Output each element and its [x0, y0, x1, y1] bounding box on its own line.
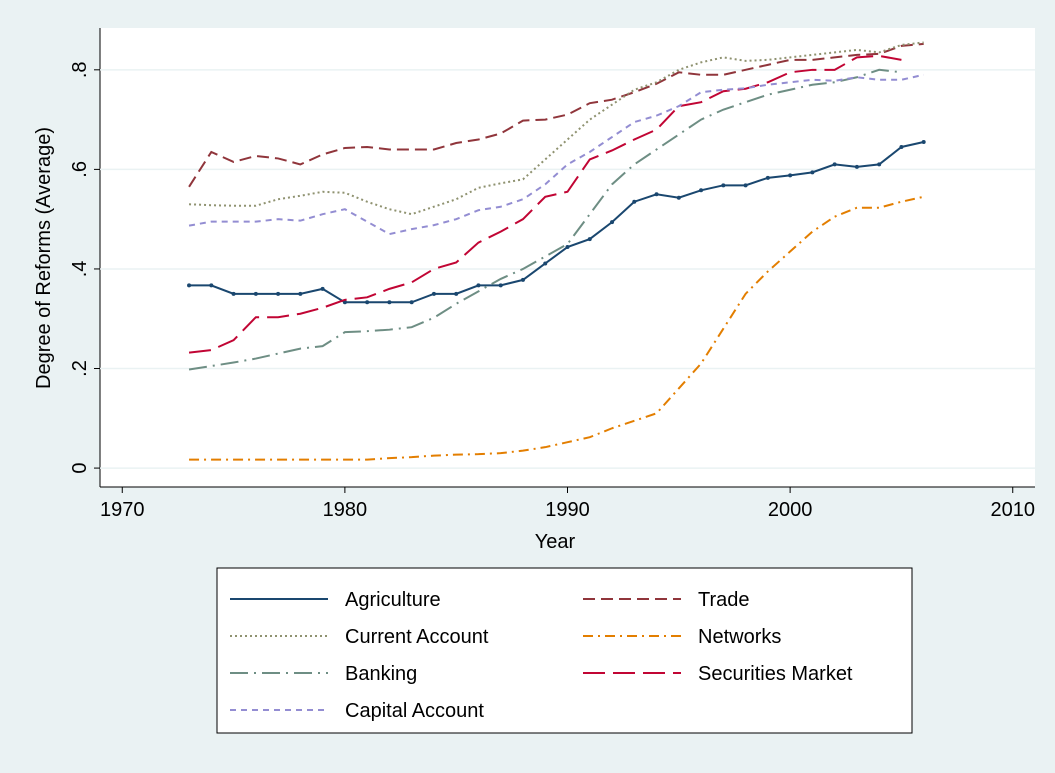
- marker: [765, 175, 770, 180]
- y-tick-label: .8: [69, 61, 91, 78]
- marker: [187, 283, 192, 288]
- legend-label: Networks: [698, 626, 781, 648]
- marker: [788, 173, 793, 178]
- series-line: [188, 73, 924, 236]
- marker: [877, 162, 882, 167]
- series-line: [189, 41, 924, 216]
- marker: [565, 245, 570, 250]
- marker: [743, 183, 748, 188]
- marker: [498, 283, 503, 288]
- marker: [253, 291, 258, 296]
- marker: [476, 283, 481, 288]
- y-tick-label: .6: [69, 161, 91, 178]
- marker: [342, 300, 347, 305]
- series-line: [188, 42, 924, 188]
- x-tick-label: 1990: [545, 499, 590, 521]
- y-axis-label: Degree of Reforms (Average): [33, 127, 55, 389]
- marker: [854, 164, 859, 169]
- x-tick-label: 2000: [768, 499, 813, 521]
- marker: [520, 277, 525, 282]
- legend-label: Agriculture: [345, 589, 441, 611]
- marker: [610, 220, 615, 225]
- marker: [231, 291, 236, 296]
- legend-label: Trade: [698, 589, 750, 611]
- y-tick-label: .4: [69, 261, 91, 278]
- marker: [632, 199, 637, 204]
- marker: [365, 300, 370, 305]
- marker: [387, 300, 392, 305]
- legend-label: Banking: [345, 663, 417, 685]
- y-tick-label: 0: [69, 463, 91, 474]
- legend: [216, 567, 913, 734]
- marker: [409, 300, 414, 305]
- legend-label: Securities Market: [698, 663, 853, 685]
- marker: [587, 237, 592, 242]
- marker: [899, 144, 904, 149]
- marker: [320, 286, 325, 291]
- marker: [209, 283, 214, 288]
- legend-label: Current Account: [345, 626, 489, 648]
- marker: [543, 261, 548, 266]
- marker: [921, 140, 926, 145]
- marker: [654, 192, 659, 197]
- series-line: [189, 141, 924, 304]
- x-tick-label: 2010: [990, 499, 1035, 521]
- series-line: [188, 68, 902, 371]
- marker: [454, 291, 459, 296]
- x-tick-label: 1980: [323, 499, 368, 521]
- series-line: [189, 195, 924, 461]
- legend-label: Capital Account: [345, 700, 484, 722]
- marker: [676, 195, 681, 200]
- series-line: [188, 54, 902, 354]
- x-tick-label: 1970: [100, 499, 145, 521]
- marker: [810, 170, 815, 175]
- marker: [699, 188, 704, 193]
- x-axis-label: Year: [535, 531, 576, 553]
- plot-area: [100, 28, 1035, 487]
- y-tick-label: .2: [69, 360, 91, 377]
- marker: [431, 291, 436, 296]
- marker: [721, 183, 726, 188]
- marker: [832, 162, 837, 167]
- marker: [298, 291, 303, 296]
- marker: [276, 291, 281, 296]
